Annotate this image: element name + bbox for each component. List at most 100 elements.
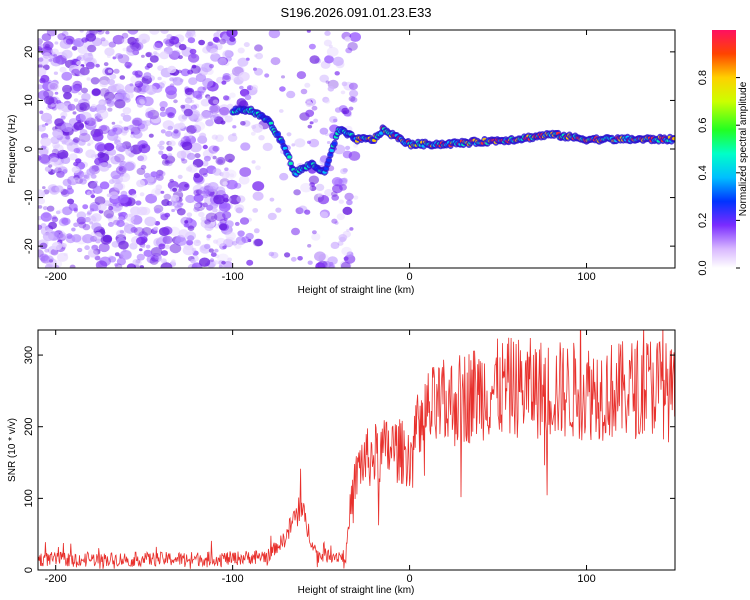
spectrogram-noise-speckle (123, 162, 135, 171)
spectrogram-noise-speckle (160, 190, 165, 194)
spectrogram-noise-speckle (61, 217, 71, 226)
spectrogram-noise-speckle (226, 30, 238, 38)
spectrogram-noise-speckle (137, 123, 146, 130)
spectrogram-noise-speckle (254, 238, 264, 247)
spectrogram-noise-speckle (220, 120, 226, 125)
spectrogram-noise-speckle (191, 247, 197, 252)
spectrogram-noise-speckle (227, 133, 238, 142)
spectrogram-noise-speckle (226, 179, 238, 190)
spectrogram-noise-speckle (81, 37, 88, 43)
spectrogram-noise-speckle (94, 180, 98, 184)
spectrogram-noise-speckle (205, 212, 218, 223)
spectrogram-noise-speckle (212, 168, 222, 176)
spectrogram-noise-speckle (253, 228, 260, 234)
spectrogram-noise-speckle (48, 164, 53, 168)
spectrogram-noise-speckle (57, 149, 69, 160)
spectrogram-noise-speckle (95, 260, 108, 268)
spectrogram-noise-speckle (63, 138, 73, 146)
spectrogram-noise-speckle (219, 243, 228, 250)
spectrogram-noise-speckle (108, 179, 115, 185)
spectrogram-noise-speckle (184, 97, 193, 104)
spectrogram-noise-speckle (198, 186, 211, 197)
spectrogram-noise-speckle (146, 255, 157, 264)
spectrogram-noise-speckle (209, 104, 221, 114)
spectrogram-noise-speckle (105, 30, 110, 35)
spectrogram-noise-speckle (209, 64, 214, 69)
spectrogram-noise-speckle (49, 157, 61, 166)
spectrogram-noise-speckle (193, 206, 200, 213)
spectrogram-noise-speckle (162, 226, 173, 235)
spectrogram-noise-speckle (128, 188, 137, 196)
spectrogram-noise-speckle (78, 139, 86, 146)
spectrogram-noise-speckle (107, 131, 119, 141)
spectrogram-noise-speckle (108, 206, 114, 211)
spectrogram-noise-speckle (181, 141, 193, 151)
spectrogram-noise-speckle (251, 124, 257, 129)
spectrogram-noise-speckle (73, 121, 85, 131)
spectrogram-noise-speckle (340, 168, 348, 175)
spectrogram-noise-speckle (75, 84, 82, 90)
spectrogram-noise-speckle (220, 171, 230, 179)
spectrogram-noise-speckle (114, 252, 120, 257)
spectrogram-noise-speckle (97, 151, 105, 158)
spectrogram-noise-speckle (323, 39, 332, 47)
spectrogram-noise-speckle (237, 57, 249, 67)
spectrogram-noise-speckle (66, 233, 73, 239)
spectrogram-noise-speckle (341, 246, 352, 256)
colorbar-tick-label: 0.8 (697, 70, 709, 85)
spectrogram-noise-speckle (100, 125, 108, 131)
spectrogram-noise-speckle (54, 91, 59, 95)
spectrogram-noise-speckle (331, 194, 340, 201)
spectrogram-noise-speckle (349, 89, 359, 98)
spectrogram-noise-speckle (62, 157, 69, 164)
spectrogram-noise-speckle (275, 207, 282, 213)
colorbar-tick-label: 0.0 (697, 260, 709, 275)
spectrogram-noise-speckle (89, 182, 99, 190)
spectrogram-noise-speckle (202, 190, 208, 195)
spectrogram-noise-speckle (150, 247, 163, 257)
spectrogram-noise-speckle (91, 88, 101, 96)
spectrogram-noise-speckle (148, 133, 154, 138)
spectrogram-noise-speckle (90, 77, 100, 85)
spectrogram-noise-speckle (97, 30, 103, 33)
spectrogram-noise-speckle (134, 80, 144, 88)
spectrogram-noise-speckle (200, 110, 211, 120)
spectrogram-noise-speckle (65, 38, 74, 45)
spectrogram-noise-speckle (194, 153, 201, 159)
spectrogram-noise-speckle (213, 239, 219, 244)
spectrogram-noise-speckle (252, 123, 264, 133)
spectrogram-noise-speckle (222, 50, 233, 59)
spectrogram-noise-speckle (227, 257, 233, 262)
snr-series-line (38, 330, 675, 569)
spectrogram-noise-speckle (190, 104, 198, 110)
spectrogram-noise-speckle (112, 127, 118, 132)
spectrogram-noise-speckle (293, 189, 301, 196)
spectrogram-noise-speckle (214, 248, 219, 253)
spectrogram-noise-speckle (187, 37, 196, 44)
spectrogram-noise-speckle (202, 144, 208, 150)
spectrogram-noise-speckle (325, 80, 330, 84)
spectrogram-noise-speckle (113, 68, 120, 74)
spectrogram-noise-speckle (91, 222, 102, 232)
spectrogram-noise-speckle (218, 202, 231, 212)
spectrogram-noise-speckle (166, 49, 173, 55)
spectrogram-noise-speckle (241, 236, 250, 244)
spectrogram-noise-speckle (159, 101, 168, 108)
spectrogram-noise-speckle (157, 76, 162, 81)
spectrogram-noise-speckle (315, 262, 325, 268)
spectrogram-noise-speckle (38, 197, 46, 205)
spectrogram-noise-speckle (198, 211, 205, 218)
spectrogram-noise-speckle (40, 74, 50, 83)
spectrogram-noise-speckle (128, 152, 135, 158)
spectrogram-noise-speckle (119, 75, 126, 80)
spectrogram-noise-speckle (61, 49, 73, 59)
spectrogram-noise-speckle (76, 61, 82, 66)
spectrogram-noise-speckle (212, 36, 220, 43)
spectrogram-noise-speckle (110, 170, 121, 180)
spectrogram-noise-speckle (332, 56, 344, 66)
spectrogram-noise-speckle (159, 212, 166, 218)
snr-xtick-label: 0 (407, 573, 413, 585)
spectrogram-noise-speckle (338, 199, 344, 204)
spectrogram-noise-speckle (102, 234, 113, 243)
